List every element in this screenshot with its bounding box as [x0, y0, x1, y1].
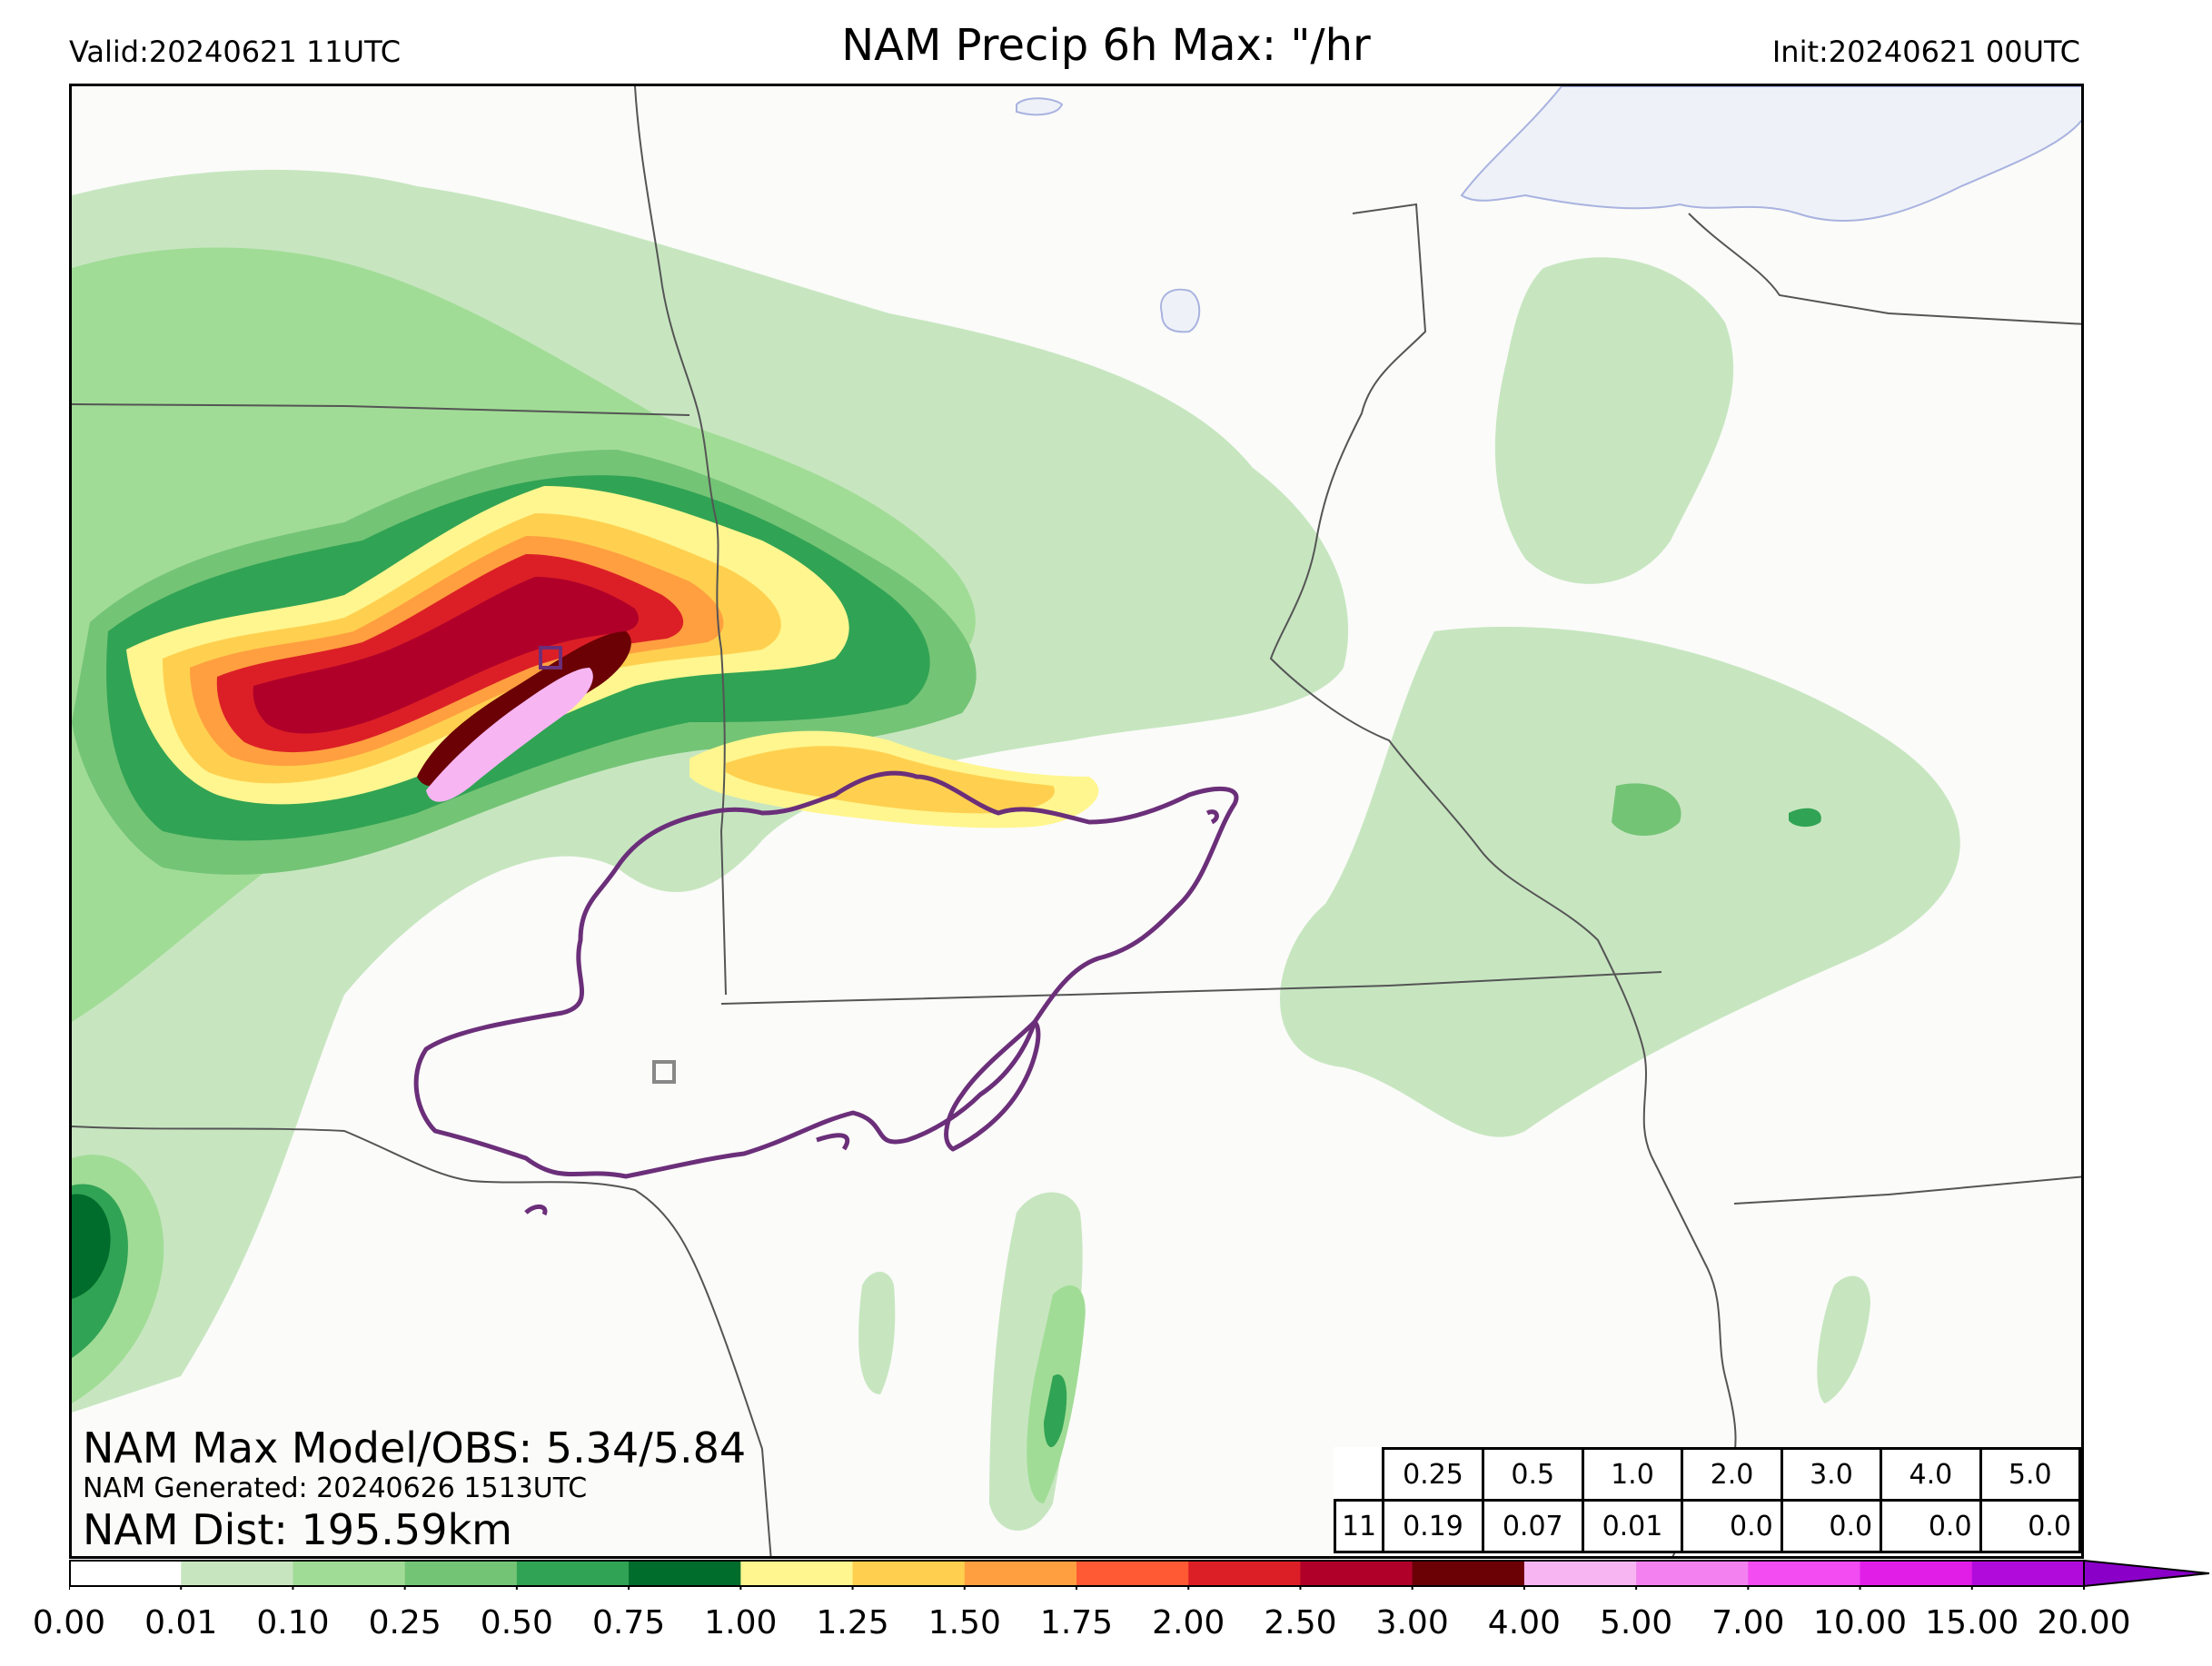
colorbar-segment — [1971, 1561, 2085, 1586]
threshold-cell: 5.0 — [1979, 1447, 2081, 1502]
colorbar-tick-label: 1.75 — [1039, 1604, 1114, 1641]
chart-title: NAM Precip 6h Max: "/hr — [841, 20, 1371, 71]
value-cell: 0.01 — [1581, 1499, 1684, 1553]
colorbar-tick-label: 10.00 — [1813, 1604, 1908, 1641]
threshold-header-row: 0.25 0.5 1.0 2.0 3.0 4.0 5.0 — [1335, 1447, 2081, 1502]
obs-station-marker — [539, 646, 562, 669]
colorbar-segment — [740, 1561, 854, 1586]
threshold-value-row: 11 0.19 0.07 0.01 0.0 0.0 0.0 0.0 — [1333, 1499, 2081, 1553]
colorbar-tick-label: 4.00 — [1487, 1604, 1561, 1641]
colorbar-segment — [1300, 1561, 1413, 1586]
colorbar-tick-label: 15.00 — [1925, 1604, 2019, 1641]
colorbar-segment — [293, 1561, 406, 1586]
colorbar-tick-label: 7.00 — [1711, 1604, 1785, 1641]
state-borders — [72, 86, 2081, 1556]
colorbar-segment — [516, 1561, 630, 1586]
colorbar-segment — [629, 1561, 741, 1586]
threshold-cell: 4.0 — [1880, 1447, 1982, 1502]
colorbar-segment — [69, 1561, 182, 1586]
colorbar — [69, 1559, 2210, 1590]
precip-shading — [72, 169, 1960, 1531]
value-cell: 0.19 — [1382, 1499, 1484, 1553]
value-cell: 0.07 — [1481, 1499, 1584, 1553]
valid-time: Valid:20240621 11UTC — [69, 35, 402, 69]
colorbar-tick-label: 20.00 — [2037, 1604, 2131, 1641]
colorbar-segment — [1188, 1561, 1301, 1586]
colorbar-segment — [964, 1561, 1077, 1586]
colorbar-tick-label: 5.00 — [1600, 1604, 1673, 1641]
distance-text: NAM Dist: 195.59km — [83, 1505, 512, 1554]
colorbar-segment — [1860, 1561, 1973, 1586]
colorbar-tick-label: 3.00 — [1375, 1604, 1449, 1641]
colorbar-segment — [1412, 1561, 1525, 1586]
colorbar-tick-label: 0.25 — [368, 1604, 441, 1641]
colorbar-tick-label: 1.00 — [704, 1604, 778, 1641]
colorbar-segment — [1748, 1561, 1861, 1586]
colorbar-segment — [852, 1561, 966, 1586]
colorbar-tick-label: 0.75 — [592, 1604, 666, 1641]
colorbar-extend-arrow — [2083, 1559, 2210, 1588]
colorbar-tick-label: 0.01 — [144, 1604, 218, 1641]
lake-superior — [1460, 86, 2081, 223]
obs-contour — [413, 770, 1239, 1216]
model-station-marker — [652, 1060, 676, 1084]
colorbar-segment — [404, 1561, 518, 1586]
map-canvas — [72, 86, 2081, 1556]
threshold-cell: 1.0 — [1581, 1447, 1684, 1502]
value-cell: 0.0 — [1780, 1499, 1883, 1553]
colorbar-tick-label: 0.10 — [256, 1604, 330, 1641]
threshold-cell: 2.0 — [1681, 1447, 1783, 1502]
value-cell: 0.0 — [1681, 1499, 1783, 1553]
colorbar-tick-label: 2.00 — [1152, 1604, 1225, 1641]
colorbar-tick-label: 1.50 — [927, 1604, 1001, 1641]
colorbar-tick-label: 0.00 — [32, 1604, 106, 1641]
value-cell: 0.0 — [1880, 1499, 1982, 1553]
init-time: Init:20240621 00UTC — [1771, 35, 2080, 69]
threshold-cell: 3.0 — [1780, 1447, 1883, 1502]
small-lake — [1160, 288, 1201, 333]
colorbar-tick-label: 1.25 — [816, 1604, 889, 1641]
threshold-table: 0.25 0.5 1.0 2.0 3.0 4.0 5.0 11 0.19 0.0… — [1333, 1447, 2081, 1553]
colorbar-segment — [1636, 1561, 1749, 1586]
colorbar-tick-label: 2.50 — [1264, 1604, 1337, 1641]
row-label: 11 — [1333, 1499, 1385, 1553]
value-cell: 0.0 — [1979, 1499, 2081, 1553]
colorbar-tick-label: 0.50 — [480, 1604, 553, 1641]
precip-map: NAM Max Model/OBS: 5.34/5.84 NAM Generat… — [69, 84, 2084, 1559]
threshold-cell: 0.25 — [1382, 1447, 1484, 1502]
generated-time-text: NAM Generated: 20240626 1513UTC — [83, 1473, 588, 1504]
colorbar-segment — [1076, 1561, 1189, 1586]
max-model-obs-text: NAM Max Model/OBS: 5.34/5.84 — [83, 1423, 747, 1473]
threshold-cell: 0.5 — [1481, 1447, 1584, 1502]
colorbar-segment — [1523, 1561, 1637, 1586]
colorbar-segment — [181, 1561, 293, 1586]
small-lake-2 — [1016, 97, 1064, 116]
